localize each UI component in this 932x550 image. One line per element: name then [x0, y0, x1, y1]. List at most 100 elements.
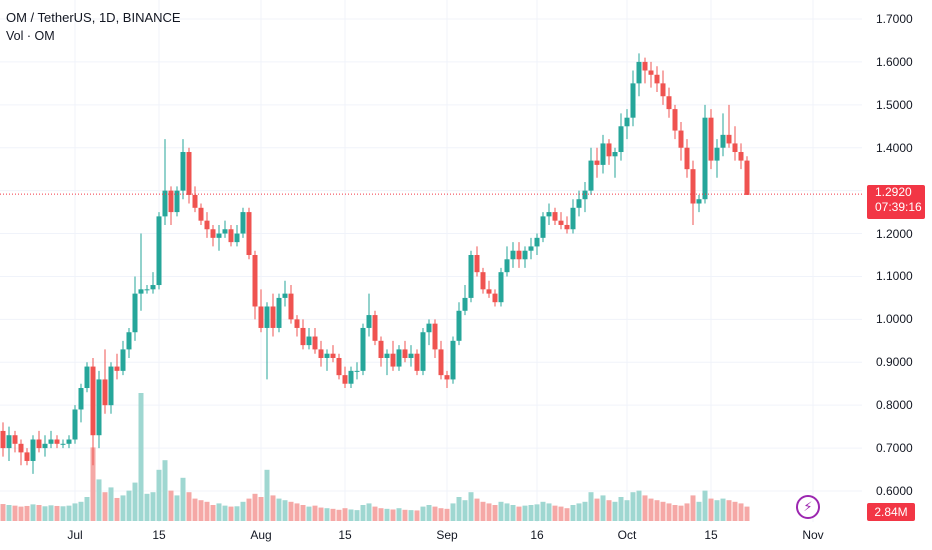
- candle: [504, 246, 510, 277]
- candle: [384, 349, 390, 376]
- candle-body: [516, 250, 522, 260]
- candle-body: [90, 366, 96, 436]
- x-tick-label: 15: [338, 528, 352, 542]
- volume-bar: [726, 500, 732, 521]
- candle: [36, 430, 42, 453]
- candle: [186, 147, 192, 204]
- candle-body: [570, 207, 576, 230]
- volume-bar: [36, 505, 42, 521]
- candle: [498, 267, 504, 307]
- candle: [426, 319, 432, 346]
- candle-body: [612, 152, 618, 157]
- candle: [714, 139, 720, 178]
- candle-body: [54, 439, 60, 444]
- candle-body: [378, 340, 384, 358]
- candle: [402, 340, 408, 363]
- candle: [132, 276, 138, 341]
- candle: [642, 57, 648, 84]
- lightning-icon[interactable]: ⚡: [796, 495, 820, 519]
- candle-body: [210, 229, 216, 238]
- candle-body: [294, 319, 300, 328]
- candle-body: [270, 306, 276, 328]
- volume-bar: [738, 503, 744, 521]
- last-volume-tag: 2.84M: [867, 503, 915, 521]
- candle: [696, 194, 702, 213]
- candle-body: [732, 143, 738, 153]
- candle: [594, 147, 600, 178]
- volume-bar: [636, 490, 642, 521]
- candle-body: [330, 353, 336, 358]
- volume-bar: [606, 500, 612, 521]
- volume-bar: [402, 509, 408, 521]
- candle: [606, 139, 612, 165]
- candle: [60, 439, 66, 449]
- candle-body: [558, 220, 564, 225]
- y-tick-label: 0.8000: [876, 398, 913, 413]
- volume-bar: [132, 482, 138, 521]
- candle-body: [108, 366, 114, 406]
- candle-body: [204, 220, 210, 230]
- candle-body: [426, 323, 432, 333]
- volume-bar: [114, 497, 120, 521]
- volume-bar: [690, 495, 696, 521]
- candle-body: [690, 169, 696, 204]
- candle: [306, 327, 312, 350]
- candle-body: [522, 250, 528, 260]
- volume-indicator-label[interactable]: Vol · OM: [6, 29, 55, 43]
- volume-bar: [432, 506, 438, 521]
- candle: [420, 327, 426, 376]
- candle-body: [300, 327, 306, 346]
- y-tick-label: 0.9000: [876, 355, 913, 370]
- last-price-tag: 1.2920 07:39:16: [867, 185, 925, 219]
- candle-body: [366, 315, 372, 328]
- volume-bar: [102, 492, 108, 521]
- volume-bar: [444, 508, 450, 521]
- candle: [612, 147, 618, 178]
- volume-bar: [672, 505, 678, 521]
- volume-bar: [378, 508, 384, 521]
- volume-bar: [354, 510, 360, 521]
- candle: [96, 370, 102, 449]
- x-tick-label: Aug: [250, 528, 272, 542]
- candle-body: [720, 134, 726, 148]
- candle: [738, 143, 744, 170]
- candle: [258, 289, 264, 333]
- volume-bar: [120, 495, 126, 521]
- volume-bar: [162, 460, 168, 521]
- candle: [564, 216, 570, 234]
- candle: [366, 293, 372, 337]
- symbol-title[interactable]: OM / TetherUS, 1D, BINANCE: [6, 10, 181, 25]
- candle-body: [282, 293, 288, 298]
- candle: [582, 182, 588, 213]
- candle-body: [744, 160, 750, 195]
- y-tick-label: 1.5000: [876, 97, 913, 112]
- candle-body: [234, 233, 240, 243]
- candle-body: [120, 349, 126, 371]
- candle-body: [642, 61, 648, 71]
- candle: [414, 349, 420, 376]
- candle-body: [540, 216, 546, 238]
- candle: [204, 212, 210, 238]
- candle-body: [468, 255, 474, 298]
- x-tick-label: Jul: [67, 528, 83, 542]
- candle-body: [396, 349, 402, 367]
- candle-body: [552, 212, 558, 221]
- candle-body: [6, 435, 12, 449]
- candle-body: [618, 126, 624, 153]
- candle: [360, 323, 366, 376]
- candle: [66, 435, 72, 449]
- candle-body: [582, 190, 588, 200]
- candle-body: [702, 117, 708, 200]
- candle-body: [390, 353, 396, 367]
- candle-body: [276, 297, 282, 328]
- x-tick-label: Nov: [802, 528, 824, 542]
- candle: [342, 366, 348, 389]
- candle: [0, 422, 6, 457]
- candle-body: [492, 293, 498, 303]
- candle: [150, 272, 156, 294]
- candle-body: [66, 439, 72, 444]
- candle-body: [504, 259, 510, 273]
- candle: [546, 203, 552, 225]
- volume-bar: [426, 505, 432, 521]
- symbol-line: OM / TetherUS, 1D, BINANCE: [6, 10, 181, 25]
